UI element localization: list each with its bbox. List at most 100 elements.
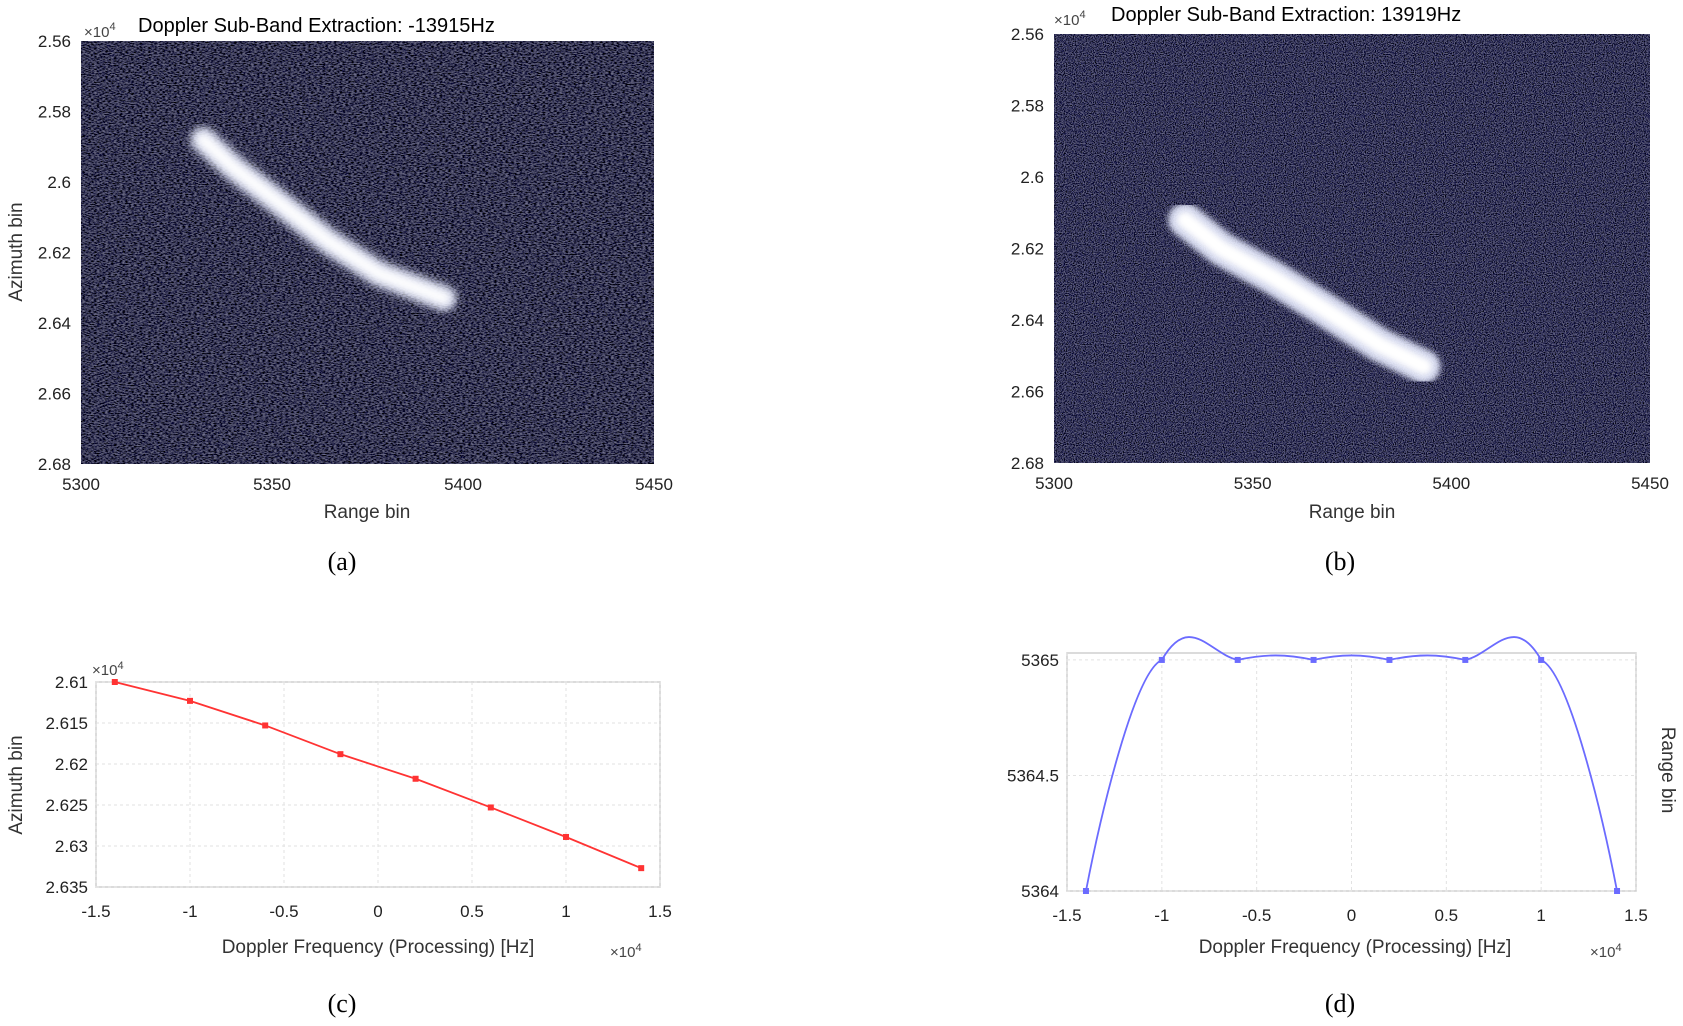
chart-a-y-ticks: 2.56 2.58 2.6 2.62 2.64 2.66 2.68: [38, 32, 71, 474]
chart-c-series: [111, 679, 645, 872]
data-point: [1614, 888, 1621, 894]
plot-d-grid: [1066, 653, 1637, 892]
bright-streak-core: [1177, 211, 1432, 375]
y-tick-label: 5365: [1021, 651, 1059, 670]
data-point: [337, 751, 344, 758]
data-point: [1310, 656, 1317, 663]
y-tick-label: 2.63: [55, 837, 88, 856]
y-tick-label: 2.6: [1020, 168, 1044, 187]
y-tick-label: 5364: [1021, 882, 1059, 901]
x-tick-label: 5400: [1432, 474, 1470, 493]
x-tick-label: 1: [1536, 906, 1545, 925]
chart-a-title: Doppler Sub-Band Extraction: -13915Hz: [138, 15, 495, 37]
chart-c-x-exponent: ×104: [610, 942, 642, 961]
x-tick-label: 1: [561, 902, 570, 921]
data-point: [1462, 656, 1469, 663]
y-tick-label: 2.68: [38, 455, 71, 474]
plot-c-grid: [95, 681, 661, 888]
x-tick-label: 5450: [635, 475, 673, 494]
y-tick-label: 2.56: [38, 32, 71, 51]
y-tick-label: 2.64: [1011, 311, 1044, 330]
series-line: [114, 681, 642, 869]
x-tick-label: 0.5: [460, 902, 484, 921]
chart-d-y-ticks: 5364 5364.5 5365: [1007, 651, 1059, 901]
data-point: [563, 833, 569, 840]
x-tick-label: -1: [182, 902, 197, 921]
panel-d: 5364 5364.5 5365 -1.5 -1 -0.5 0 0.5 1 1.5 ×104 R…: [1007, 636, 1678, 1018]
chart-b-exponent: ×104: [1054, 9, 1086, 29]
chart-b-y-ticks: 2.56 2.58 2.6 2.62 2.64 2.66 2.68: [1011, 25, 1044, 473]
chart-a-xlabel: Range bin: [324, 502, 411, 523]
y-tick-label: 2.635: [45, 878, 88, 897]
x-tick-label: 5450: [1631, 474, 1669, 493]
y-tick-label: 2.56: [1011, 25, 1044, 44]
y-tick-label: 2.58: [1011, 97, 1044, 116]
heatmap-b-target-streak: [1168, 202, 1441, 384]
y-tick-label: 2.62: [38, 244, 71, 263]
y-tick-label: 2.615: [45, 714, 88, 733]
data-point: [262, 722, 269, 729]
y-tick-label: 2.66: [38, 385, 71, 404]
data-point: [412, 775, 419, 782]
chart-c-xlabel: Doppler Frequency (Processing) [Hz]: [222, 937, 535, 958]
heatmap-b-noise: [1054, 34, 1650, 463]
series-line: [1085, 636, 1618, 892]
bright-streak-core: [197, 133, 450, 305]
chart-b-title: Doppler Sub-Band Extraction: 13919Hz: [1111, 4, 1461, 26]
heatmap-a-target-streak: [190, 126, 457, 312]
data-point: [187, 697, 193, 704]
chart-d-x-exponent: ×104: [1590, 942, 1622, 961]
y-tick-label: 2.68: [1011, 454, 1044, 473]
chart-d-x-ticks: -1.5 -1 -0.5 0 0.5 1 1.5: [1052, 906, 1647, 925]
y-tick-label: 2.58: [38, 103, 71, 122]
x-tick-label: -1.5: [81, 902, 110, 921]
data-point: [1082, 888, 1089, 894]
chart-c-ylabel: Azimuth bin: [6, 735, 27, 834]
x-tick-label: -1: [1154, 906, 1169, 925]
y-tick-label: 2.62: [55, 755, 88, 774]
chart-c-x-ticks: -1.5 -1 -0.5 0 0.5 1 1.5: [81, 902, 671, 921]
x-tick-label: 0: [1347, 906, 1356, 925]
x-tick-label: 5350: [1234, 474, 1272, 493]
y-tick-label: 2.64: [38, 314, 71, 333]
x-tick-label: -0.5: [1242, 906, 1271, 925]
data-point: [1158, 656, 1165, 663]
chart-a-ylabel: Azimuth bin: [6, 202, 27, 301]
x-tick-label: 1.5: [1624, 906, 1648, 925]
x-tick-label: -0.5: [269, 902, 298, 921]
y-tick-label: 2.62: [1011, 240, 1044, 259]
x-tick-label: 5300: [62, 475, 100, 494]
chart-a-x-ticks: 5300 5350 5400 5450: [62, 475, 673, 494]
panel-c: 2.61 2.615 2.62 2.625 2.63 2.635 -1.5 -1 -0.5 0 0…: [6, 660, 672, 1018]
x-tick-label: -1.5: [1052, 906, 1081, 925]
x-tick-label: 5400: [444, 475, 482, 494]
caption-b: (b): [1325, 547, 1355, 576]
caption-d: (d): [1325, 989, 1355, 1018]
chart-d-series: [1082, 636, 1621, 894]
y-tick-label: 2.625: [45, 796, 88, 815]
y-tick-label: 2.61: [55, 673, 88, 692]
chart-b-xlabel: Range bin: [1309, 502, 1396, 523]
data-point: [1234, 656, 1241, 663]
x-tick-label: 1.5: [648, 902, 672, 921]
data-point: [1538, 656, 1545, 663]
chart-c-y-exponent: ×104: [92, 660, 124, 679]
data-point: [638, 865, 645, 872]
chart-d-ylabel: Range bin: [1657, 727, 1678, 814]
chart-b-x-ticks: 5300 5350 5400 5450: [1035, 474, 1669, 493]
x-tick-label: 5350: [253, 475, 291, 494]
panel-a: ×104 Doppler Sub-Band Extraction: -13915…: [6, 15, 673, 576]
data-point: [487, 804, 494, 811]
data-point: [1386, 656, 1393, 663]
y-tick-label: 2.66: [1011, 383, 1044, 402]
plot-d-area: [1066, 652, 1637, 892]
x-tick-label: 0.5: [1435, 906, 1459, 925]
chart-d-xlabel: Doppler Frequency (Processing) [Hz]: [1199, 937, 1512, 958]
caption-c: (c): [328, 989, 357, 1018]
x-tick-label: 0: [373, 902, 382, 921]
x-tick-label: 5300: [1035, 474, 1073, 493]
caption-a: (a): [328, 547, 357, 576]
data-point: [111, 679, 118, 685]
panel-b: ×104 Doppler Sub-Band Extraction: 13919H…: [1011, 4, 1669, 576]
